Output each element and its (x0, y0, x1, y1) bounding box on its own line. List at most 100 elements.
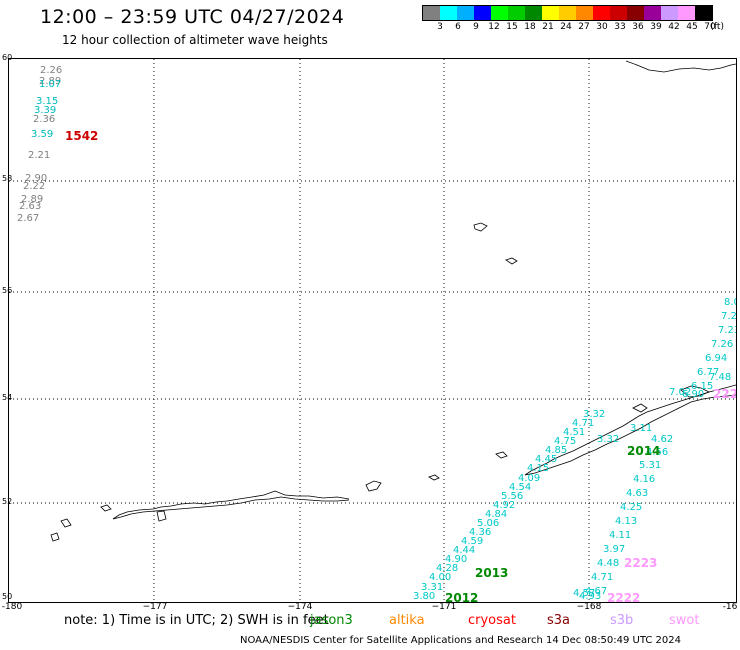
wave-height-reading: 7.48 (709, 372, 732, 383)
map-panel: 2.26 2.89 1.07 3.15 3.39 2.36 3.59 2.21 2.90 2.22… (8, 58, 737, 603)
legend-jason3: jason3 (310, 613, 353, 628)
lon-label-171: −171 (431, 602, 457, 612)
scale-swatch (661, 6, 678, 20)
pass-label-1542: 1542 (65, 129, 99, 143)
chart-title: 12:00 – 23:59 UTC 04/27/2024 (40, 6, 345, 28)
wave-height-reading: 4.63 (626, 488, 649, 499)
wave-height-reading: 3.97 (603, 544, 626, 555)
scale-swatch (542, 6, 559, 20)
wave-height-reading: 2.36 (33, 114, 56, 125)
wave-height-reading: 4.85 (545, 445, 568, 456)
wave-height-reading: 4.28 (436, 563, 459, 574)
wave-height-reading: 4.67 (585, 586, 608, 597)
legend-s3b: s3b (610, 613, 634, 628)
wave-height-reading: 4.09 (518, 473, 541, 484)
wave-height-reading: 7.22 (721, 311, 737, 322)
wave-height-reading: 4.44 (453, 545, 476, 556)
wave-height-reading: 6.90 (682, 389, 705, 400)
wave-height-reading: 4.62 (651, 434, 674, 445)
pass-label-2222: 2222 (607, 591, 641, 603)
wave-height-reading: 2.63 (19, 201, 42, 212)
scale-swatch (610, 6, 627, 20)
legend-altika: altika (389, 613, 425, 628)
scale-swatch (423, 6, 440, 20)
wave-height-reading: 2.89 (21, 194, 44, 205)
wave-height-reading: 2.67 (17, 213, 40, 224)
legend-s3a: s3a (547, 613, 571, 628)
wave-height-reading: 4.57 (573, 588, 596, 599)
wave-height-reading: 3.32 (583, 409, 606, 420)
scale-swatch (559, 6, 576, 20)
scale-swatch (678, 6, 695, 20)
wave-height-reading: 2.22 (23, 181, 46, 192)
wave-height-reading: 4.54 (509, 482, 532, 493)
scale-label: 6 (455, 22, 461, 32)
wave-height-reading: 4.56 (646, 447, 669, 458)
wave-height-reading: 4.00 (429, 572, 452, 583)
scale-swatch (627, 6, 644, 20)
wave-height-reading: 4.11 (609, 530, 632, 541)
wave-height-reading: 3.31 (421, 582, 444, 593)
wave-height-reading: 3.15 (36, 96, 59, 107)
wave-height-reading: 1.07 (39, 79, 62, 90)
scale-label: 3 (437, 22, 443, 32)
color-scale-labels: 3 6 9 12 15 18 21 24 27 30 33 36 39 42 45 70 (ft) (422, 21, 724, 35)
legend-cryosat: cryosat (468, 613, 516, 628)
scale-swatch (644, 6, 661, 20)
scale-label: 27 (578, 22, 590, 32)
wave-height-reading: 4.25 (620, 502, 643, 513)
wave-height-reading: 2.90 (25, 173, 48, 184)
wave-height-reading: 5.06 (477, 518, 500, 529)
pass-label-2012: 2012 (445, 591, 479, 603)
lon-label-165: -16 (722, 602, 738, 612)
pass-label-2014: 2014 (627, 444, 661, 458)
scale-swatch (576, 6, 593, 20)
scale-swatch (440, 6, 457, 20)
wave-height-reading: 4.71 (591, 572, 614, 583)
wave-height-reading: 4.92 (493, 500, 516, 511)
wave-height-reading: 6.15 (691, 381, 714, 392)
scale-label: 18 (524, 22, 536, 32)
wave-height-reading: 6.77 (697, 367, 720, 378)
wave-height-reading: 8.02 (724, 297, 736, 308)
pass-label-2224: 2224 (713, 387, 736, 401)
scale-swatch (491, 6, 508, 20)
scale-swatch (474, 6, 491, 20)
scale-label: 21 (542, 22, 554, 32)
scale-swatch (525, 6, 542, 20)
scale-label: 45 (686, 22, 698, 32)
scale-label: 15 (506, 22, 518, 32)
lon-label-177: −177 (142, 602, 168, 612)
wave-height-reading: 4.51 (563, 427, 586, 438)
scale-swatch (457, 6, 474, 20)
wave-height-reading: 2.26 (40, 65, 63, 76)
wave-height-reading: 7.26 (711, 339, 734, 350)
scale-label: 12 (488, 22, 500, 32)
wave-height-reading: 4.16 (633, 474, 656, 485)
graticule (9, 59, 736, 602)
wave-height-reading: 4.71 (572, 418, 595, 429)
wave-height-reading: 4.13 (615, 516, 638, 527)
lon-label-174: −174 (287, 602, 313, 612)
wave-height-reading: 2.89 (39, 76, 62, 87)
lon-label-180: -180 (1, 602, 23, 612)
wave-height-reading: 4.59 (461, 536, 484, 547)
wave-height-reading: 3.11 (630, 423, 653, 434)
wave-height-reading: 4.45 (535, 454, 558, 465)
scale-label: 42 (668, 22, 680, 32)
legend-note: note: 1) Time is in UTC; 2) SWH is in fe… (64, 613, 329, 628)
scale-swatch (695, 6, 712, 20)
lat-label-56: 56 (2, 286, 13, 295)
pass-label-2223: 2223 (624, 556, 658, 570)
wave-height-reading: 4.90 (445, 554, 468, 565)
wave-height-reading: 5.31 (639, 460, 662, 471)
wave-height-reading: 3.32 (597, 434, 620, 445)
scale-label: 39 (650, 22, 662, 32)
wave-height-reading: 4.15 (527, 463, 550, 474)
scale-label: 36 (632, 22, 644, 32)
wave-height-reading: 3.80 (413, 591, 436, 602)
wave-height-reading: 4.48 (597, 558, 620, 569)
wave-height-reading: 4.84 (485, 509, 508, 520)
pass-label-2013: 2013 (475, 566, 509, 580)
lat-label-58: 58 (2, 174, 13, 183)
